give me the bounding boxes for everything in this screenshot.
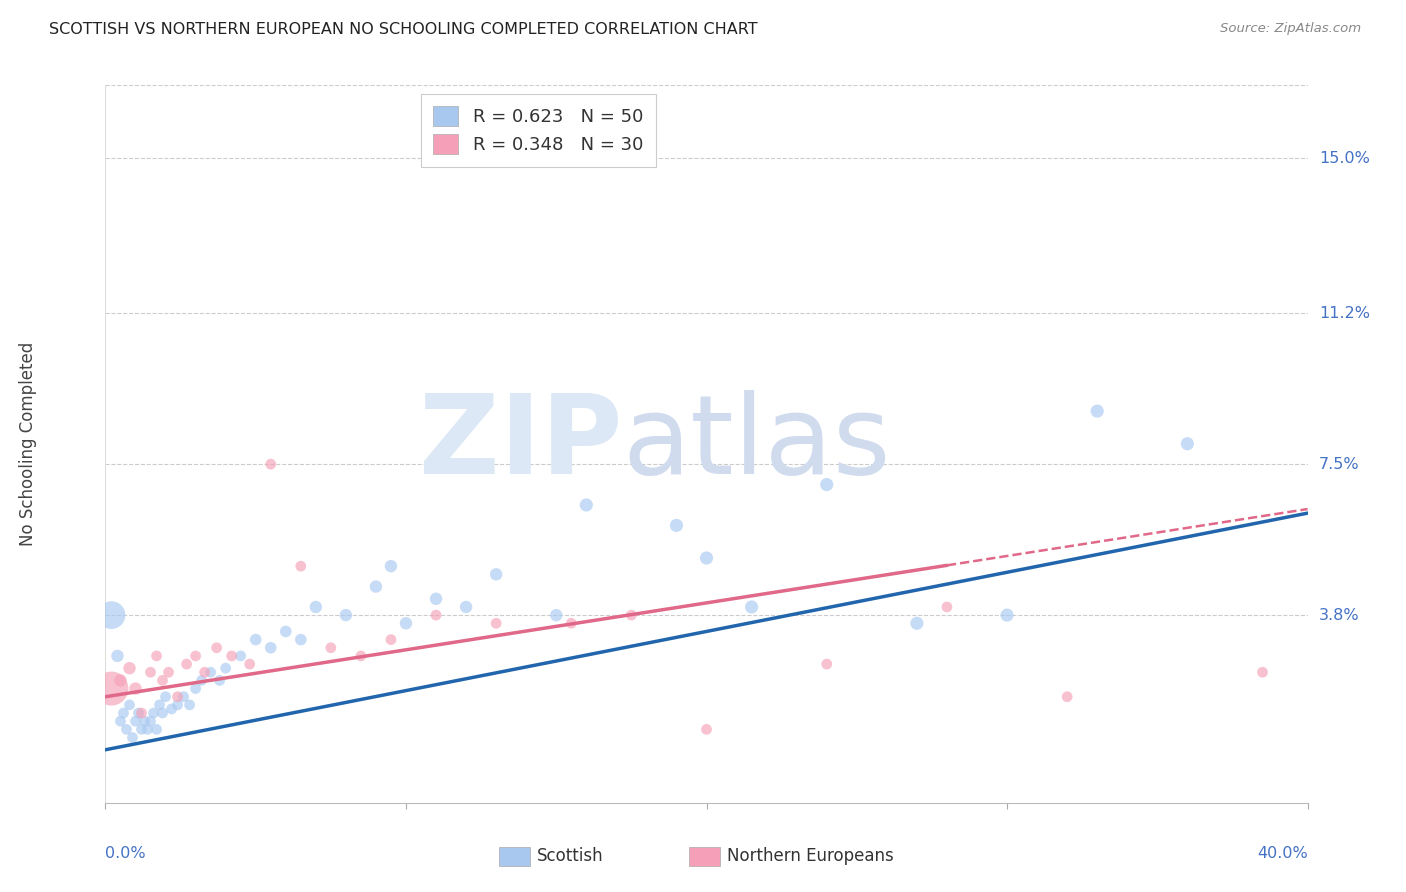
Legend: R = 0.623   N = 50, R = 0.348   N = 30: R = 0.623 N = 50, R = 0.348 N = 30 xyxy=(420,94,657,167)
Text: 15.0%: 15.0% xyxy=(1319,151,1369,166)
Point xyxy=(696,723,718,737)
Point xyxy=(995,608,1018,623)
Point xyxy=(139,714,162,729)
Point xyxy=(335,608,357,623)
Point xyxy=(166,698,188,712)
Point xyxy=(128,706,150,720)
Point xyxy=(173,690,195,704)
Point xyxy=(100,608,122,623)
Point xyxy=(115,723,138,737)
Point xyxy=(184,648,207,663)
Point xyxy=(305,599,328,614)
Point xyxy=(905,616,928,631)
Point xyxy=(160,702,183,716)
Point xyxy=(1175,436,1198,450)
Text: ZIP: ZIP xyxy=(419,391,623,497)
Point xyxy=(290,632,312,647)
Point xyxy=(364,580,387,594)
Point xyxy=(112,706,135,720)
Text: atlas: atlas xyxy=(623,391,891,497)
Point xyxy=(350,648,373,663)
Point xyxy=(208,673,231,688)
Point xyxy=(124,714,146,729)
Text: Source: ZipAtlas.com: Source: ZipAtlas.com xyxy=(1220,22,1361,36)
Text: No Schooling Completed: No Schooling Completed xyxy=(20,342,37,546)
Point xyxy=(290,559,312,574)
Point xyxy=(107,648,129,663)
Point xyxy=(134,714,156,729)
Point xyxy=(179,698,201,712)
Point xyxy=(395,616,418,631)
Point xyxy=(157,665,180,680)
Text: Northern Europeans: Northern Europeans xyxy=(727,847,894,865)
Point xyxy=(741,599,763,614)
Point xyxy=(142,706,165,720)
Point xyxy=(575,498,598,512)
Point xyxy=(131,706,153,720)
Point xyxy=(205,640,228,655)
Point xyxy=(136,723,159,737)
Point xyxy=(239,657,262,671)
Point xyxy=(131,723,153,737)
Point xyxy=(1056,690,1078,704)
Point xyxy=(166,690,188,704)
Point xyxy=(110,673,132,688)
Text: 0.0%: 0.0% xyxy=(105,846,146,861)
Point xyxy=(380,632,402,647)
Point xyxy=(110,714,132,729)
Point xyxy=(560,616,582,631)
Point xyxy=(148,698,170,712)
Point xyxy=(1085,404,1108,418)
Point xyxy=(145,723,167,737)
Point xyxy=(260,457,283,471)
Point xyxy=(815,477,838,491)
Point xyxy=(620,608,643,623)
Point xyxy=(425,591,447,606)
Point xyxy=(380,559,402,574)
Point xyxy=(100,681,122,696)
Point xyxy=(145,648,167,663)
Point xyxy=(200,665,222,680)
Point xyxy=(485,616,508,631)
Point xyxy=(118,698,141,712)
Point xyxy=(1251,665,1274,680)
Point xyxy=(139,665,162,680)
Point xyxy=(936,599,959,614)
Point xyxy=(152,673,174,688)
Point xyxy=(176,657,198,671)
Point xyxy=(665,518,688,533)
Point xyxy=(155,690,177,704)
Point xyxy=(696,551,718,566)
Point xyxy=(190,673,212,688)
Point xyxy=(245,632,267,647)
Point xyxy=(260,640,283,655)
Point xyxy=(214,661,236,675)
Point xyxy=(425,608,447,623)
Point xyxy=(121,731,143,745)
Text: 3.8%: 3.8% xyxy=(1319,607,1360,623)
Point xyxy=(184,681,207,696)
Point xyxy=(194,665,217,680)
Point xyxy=(152,706,174,720)
Point xyxy=(485,567,508,582)
Text: 40.0%: 40.0% xyxy=(1257,846,1308,861)
Point xyxy=(221,648,243,663)
Point xyxy=(274,624,297,639)
Point xyxy=(815,657,838,671)
Point xyxy=(319,640,342,655)
Point xyxy=(546,608,568,623)
Point xyxy=(454,599,477,614)
Text: 11.2%: 11.2% xyxy=(1319,306,1369,321)
Text: SCOTTISH VS NORTHERN EUROPEAN NO SCHOOLING COMPLETED CORRELATION CHART: SCOTTISH VS NORTHERN EUROPEAN NO SCHOOLI… xyxy=(49,22,758,37)
Text: Scottish: Scottish xyxy=(537,847,603,865)
Point xyxy=(118,661,141,675)
Point xyxy=(124,681,146,696)
Text: 7.5%: 7.5% xyxy=(1319,457,1360,472)
Point xyxy=(229,648,252,663)
